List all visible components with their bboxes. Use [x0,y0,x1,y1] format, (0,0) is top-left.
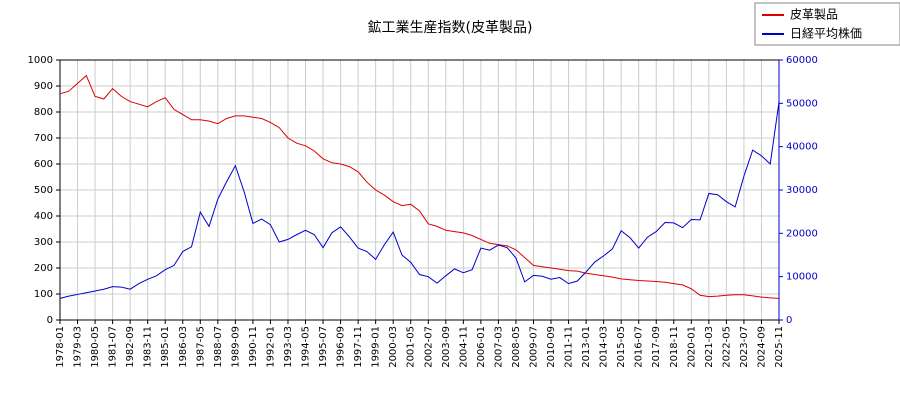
y-tick-label: 600 [34,159,53,170]
y2-tick-label: 30000 [786,185,818,196]
x-tick-label: 2014-03 [599,326,610,368]
y2-tick-label: 50000 [786,98,818,109]
y-tick-label: 200 [34,263,53,274]
series-line [59,74,780,299]
legend-label: 皮革製品 [790,8,838,22]
y2-tick-label: 10000 [786,272,818,283]
y-tick-label: 900 [34,81,53,92]
y-tick-label: 0 [47,315,53,326]
y-tick-label: 400 [34,211,53,222]
y2-tick-label: 40000 [786,142,818,153]
x-tick-label: 2008-05 [511,326,522,368]
x-tick-label: 1990-11 [248,326,259,368]
x-tick-label: 1993-03 [283,326,294,368]
x-tick-label: 2003-09 [441,326,452,368]
x-tick-label: 1983-11 [143,326,154,368]
x-tick-label: 2015-05 [616,326,627,368]
chart-title: 鉱工業生産指数(皮革製品) [368,19,533,36]
x-tick-label: 2024-09 [756,326,767,368]
x-tick-label: 2016-07 [634,326,645,368]
y-tick-label: 1000 [28,55,53,66]
x-tick-label: 1996-09 [336,326,347,368]
x-tick-label: 1978-01 [55,326,66,368]
y2-tick-label: 60000 [786,55,818,66]
x-tick-label: 2025-11 [774,326,785,368]
x-tick-label: 1985-01 [160,326,171,368]
x-tick-label: 1988-07 [213,326,224,368]
x-tick-label: 1986-03 [178,326,189,368]
x-tick-label: 2006-01 [476,326,487,368]
x-tick-label: 2004-11 [458,326,469,368]
legend-label: 日経平均株価 [790,26,862,41]
x-tick-label: 2017-09 [651,326,662,368]
legend-box [754,2,900,46]
x-tick-label: 1987-05 [195,326,206,368]
x-tick-label: 1995-07 [318,326,329,368]
x-tick-label: 1982-09 [125,326,136,368]
x-tick-label: 1989-09 [230,326,241,368]
y-tick-label: 800 [34,107,53,118]
x-tick-label: 1997-11 [353,326,364,368]
x-tick-label: 1981-07 [108,326,119,368]
x-tick-label: 2002-07 [423,326,434,368]
x-tick-label: 2010-09 [546,326,557,368]
x-tick-label: 2009-07 [528,326,539,368]
x-tick-label: 1979-03 [73,326,84,368]
x-tick-label: 1994-05 [301,326,312,368]
series-line [59,101,780,299]
y-tick-label: 100 [34,289,53,300]
x-tick-label: 2000-03 [388,326,399,368]
x-tick-label: 2022-05 [721,326,732,368]
x-tick-label: 1980-05 [90,326,101,368]
x-tick-label: 1992-01 [265,326,276,368]
y-tick-label: 500 [34,185,53,196]
x-tick-label: 2013-01 [581,326,592,368]
x-tick-label: 2018-11 [669,326,680,368]
x-tick-label: 1999-01 [371,326,382,368]
y2-tick-label: 0 [786,315,792,326]
x-tick-label: 2021-03 [704,326,715,368]
x-tick-label: 2001-05 [406,326,417,368]
y2-tick-label: 20000 [786,228,818,239]
x-tick-label: 2007-03 [493,326,504,368]
x-tick-label: 2023-07 [739,326,750,368]
y-tick-label: 300 [34,237,53,248]
x-tick-label: 2020-01 [686,326,697,368]
x-tick-label: 2011-11 [564,326,575,368]
y-tick-label: 700 [34,133,53,144]
